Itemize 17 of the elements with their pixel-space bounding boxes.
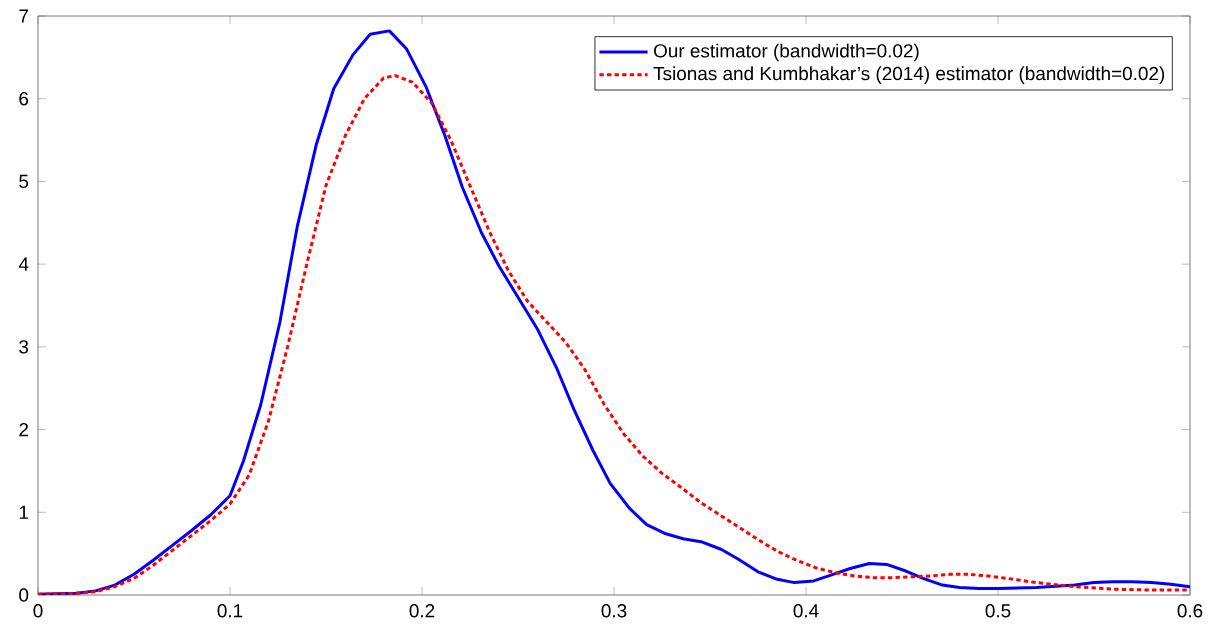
x-tick-label: 0.4: [793, 604, 819, 618]
x-tick-label: 0.6: [1177, 604, 1203, 618]
x-tick-label: 0.3: [601, 604, 627, 618]
legend-label: Tsionas and Kumbhakar’s (2014) estimator (bandwidth=0.02): [653, 66, 1165, 84]
y-tick-label: 5: [19, 174, 29, 189]
x-tick-label: 0.1: [217, 604, 243, 618]
y-tick-label: 1: [19, 505, 29, 519]
y-tick-label: 0: [19, 588, 29, 602]
y-tick-label: 2: [19, 422, 29, 437]
x-tick-label: 0: [33, 604, 43, 618]
legend-label: Our estimator (bandwidth=0.02): [654, 43, 919, 62]
y-tick-label: 4: [18, 257, 29, 271]
y-tick-label: 6: [19, 92, 29, 106]
y-tick-label: 3: [19, 340, 29, 354]
x-tick-label: 0.5: [985, 604, 1011, 618]
x-tick-label: 0.2: [409, 604, 435, 618]
y-tick-label: 7: [19, 9, 29, 23]
